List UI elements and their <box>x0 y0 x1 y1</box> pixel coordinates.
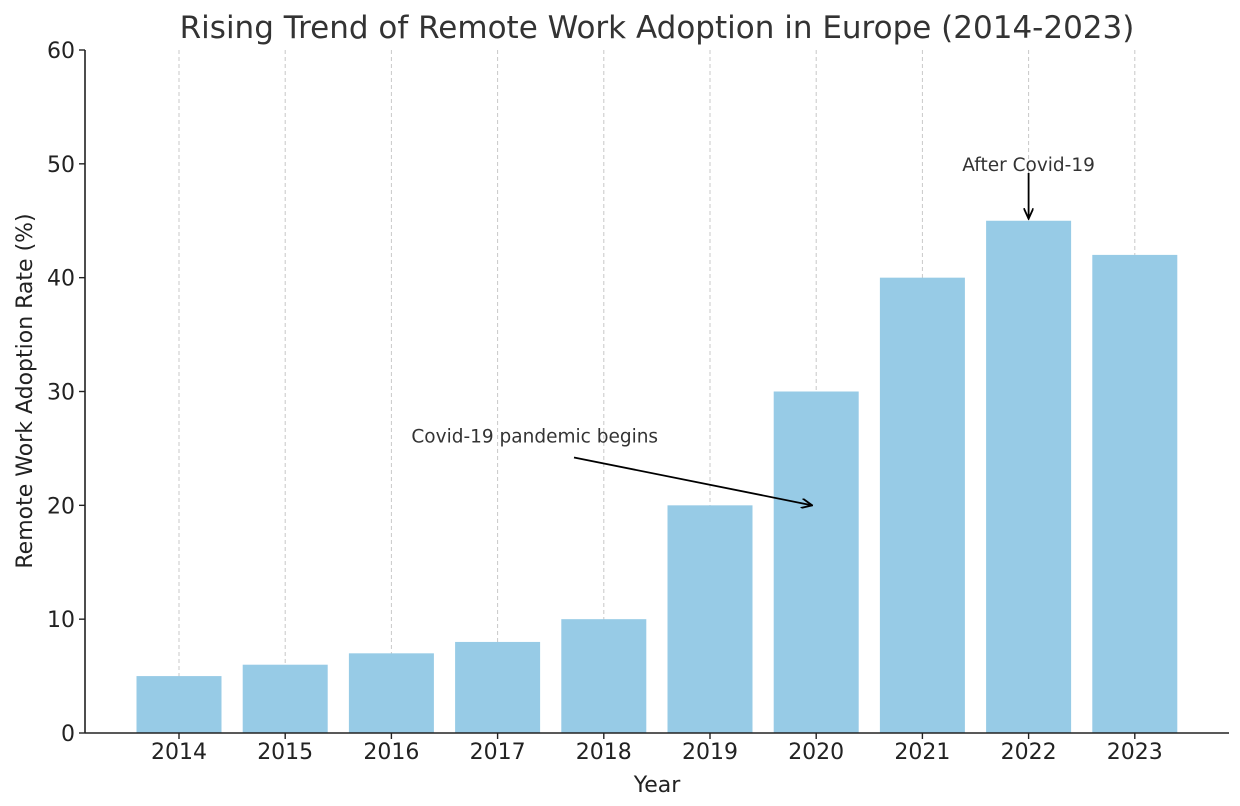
annotation-arrow-covid-begins <box>573 456 812 506</box>
x-tick-label-2020: 2020 <box>788 740 844 765</box>
x-tick-label-2023: 2023 <box>1107 740 1163 765</box>
bar-2017 <box>455 641 541 733</box>
x-tick-label-2018: 2018 <box>576 740 632 765</box>
bar-2022 <box>986 220 1072 733</box>
annotations: Covid-19 pandemic begins After Covid-19 <box>411 155 1095 506</box>
y-tick-label-50: 50 <box>47 153 75 178</box>
annotation-after-covid: After Covid-19 <box>962 155 1095 176</box>
x-tick-label-2016: 2016 <box>363 740 419 765</box>
bar-2021 <box>879 277 965 733</box>
y-axis-label: Remote Work Adoption Rate (%) <box>13 213 38 568</box>
bar-2015 <box>242 664 328 733</box>
y-tick-label-20: 20 <box>47 494 75 519</box>
x-tick-label-2019: 2019 <box>682 740 738 765</box>
bar-2016 <box>348 653 434 733</box>
bar-2020 <box>773 391 859 733</box>
x-tick-label-2015: 2015 <box>257 740 313 765</box>
y-tick-label-0: 0 <box>61 722 75 747</box>
x-tick-label-2021: 2021 <box>894 740 950 765</box>
x-tick-label-2014: 2014 <box>151 740 207 765</box>
y-tick-label-60: 60 <box>47 39 75 64</box>
x-tick-label-2022: 2022 <box>1001 740 1057 765</box>
chart-title: Rising Trend of Remote Work Adoption in … <box>180 10 1135 46</box>
bars <box>136 220 1178 733</box>
y-tick-label-30: 30 <box>47 381 75 406</box>
annotation-covid-begins: Covid-19 pandemic begins <box>411 426 658 447</box>
bar-2014 <box>136 676 222 733</box>
y-tick-label-40: 40 <box>47 267 75 292</box>
bar-2018 <box>561 619 647 733</box>
bar-2023 <box>1092 254 1178 733</box>
x-axis-label: Year <box>633 773 682 798</box>
bar-2019 <box>667 505 753 733</box>
x-tick-label-2017: 2017 <box>470 740 526 765</box>
tick-labels: 0 10 20 30 40 50 60 2014 2015 2016 2017 2018 2019 202… <box>47 39 1163 765</box>
y-tick-label-10: 10 <box>47 608 75 633</box>
